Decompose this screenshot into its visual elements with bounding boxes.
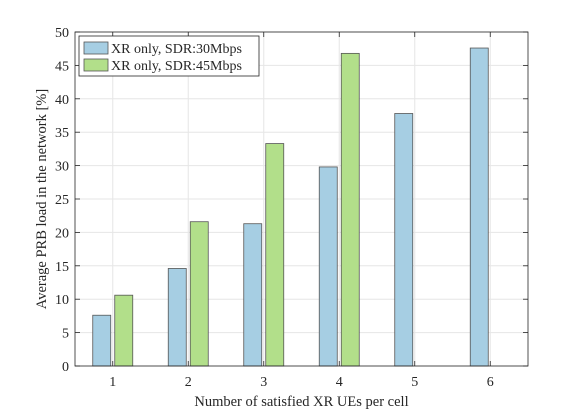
bar-series-1-cat-2 [167,268,187,367]
bar-series-1-cat-6 [469,47,489,367]
y-tick-label: 50 [55,26,69,41]
axes-frame [74,31,529,367]
axes [74,31,529,367]
legend-label-45mbps: XR only, SDR:45Mbps [111,59,242,74]
y-tick-label: 0 [62,360,69,375]
x-tick-label: 3 [260,375,267,390]
bar-series-1-cat-5 [394,113,414,367]
x-tick-label: 6 [487,375,494,390]
bar-series-2-cat-4 [340,52,360,367]
bar-series-1-cat-4 [318,166,338,367]
bar-series-2-cat-3 [265,143,285,367]
x-tick-label: 2 [185,375,192,390]
bar-series-1-cat-1 [92,314,112,367]
y-tick-label: 15 [55,260,69,275]
grid-lines [75,31,528,367]
y-tick-label: 20 [55,226,69,241]
y-tick-label: 5 [62,327,69,342]
x-tick-label: 5 [411,375,418,390]
y-tick-label: 25 [55,193,69,208]
bar-series-1-cat-3 [243,223,263,367]
legend-box [78,35,260,77]
x-axis-label: Number of satisfied XR UEs per cell [194,394,408,410]
bar-series-2-cat-2 [189,221,209,367]
y-tick-label: 35 [55,126,69,141]
y-axis-label: Average PRB load in the network [%] [34,89,50,309]
legend: XR only, SDR:30Mbps XR only, SDR:45Mbps [78,35,260,77]
x-tick-label: 4 [336,375,343,390]
y-tick-label: 10 [55,293,69,308]
y-tick-label: 45 [55,59,69,74]
legend-swatch-30mbps [83,41,109,55]
bar-series-2-cat-1 [114,294,134,367]
legend-swatch-45mbps [83,58,109,72]
x-tick-label: 1 [109,375,116,390]
y-tick-label: 40 [55,93,69,108]
y-tick-label: 30 [55,160,69,175]
legend-label-30mbps: XR only, SDR:30Mbps [111,42,242,57]
